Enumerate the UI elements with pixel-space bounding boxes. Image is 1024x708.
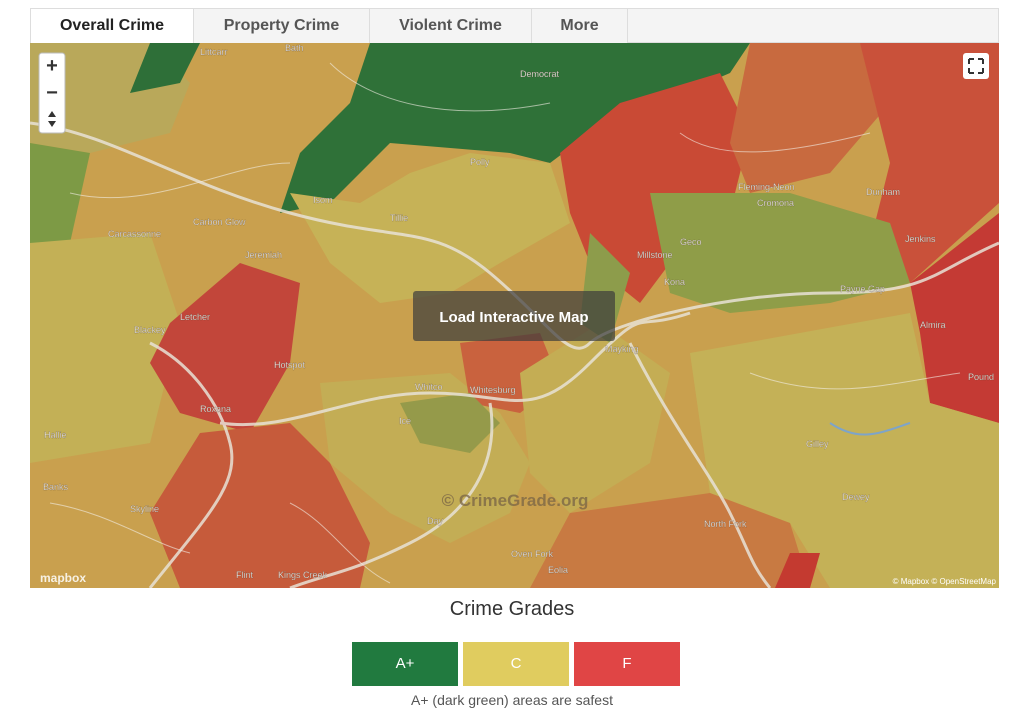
place-label: Jenkins (905, 234, 936, 244)
place-label: Millstone (637, 250, 673, 260)
place-label: Almira (920, 320, 946, 330)
place-label: Eolia (548, 565, 568, 575)
legend-title: Crime Grades (449, 598, 575, 620)
legend-caption: A+ (dark green) areas are safest (411, 692, 613, 708)
tab[interactable]: Property Crime (194, 9, 370, 43)
map-labels: Littcarr Bath Democrat Polly Isom Tillie Carbo… (43, 43, 994, 580)
load-map-label[interactable]: Load Interactive Map (439, 309, 588, 326)
place-label: Kona (664, 277, 685, 287)
fullscreen[interactable] (963, 53, 989, 79)
place-label: Carbon Glow (193, 217, 246, 227)
place-label: Roxana (200, 404, 231, 414)
tab[interactable]: More (532, 9, 628, 43)
zoom-in[interactable]: + (46, 55, 58, 77)
place-label: Polly (470, 157, 490, 167)
place-label: Oven Fork (511, 549, 554, 559)
zoom-control (38, 52, 66, 134)
load-map-button[interactable] (413, 291, 615, 341)
place-label: Fleming-Neon (738, 182, 795, 192)
mapbox-logo: mapbox (40, 571, 86, 585)
place-label: Isom (313, 195, 333, 205)
legend: A+ C F (352, 642, 680, 686)
place-label: Ice (399, 416, 411, 426)
place-label: Mayking (605, 344, 639, 354)
place-label: Pound (968, 372, 994, 382)
place-label: Gilley (806, 439, 829, 449)
place-label: Tillie (390, 213, 408, 223)
place-label: Hotspot (274, 360, 306, 370)
place-label: Littcarr (200, 47, 228, 57)
place-label: Cromona (757, 198, 794, 208)
place-label: Hallie (44, 430, 67, 440)
place-label: Dewey (842, 492, 870, 502)
place-label: Payne Gap (840, 284, 885, 294)
place-label: Jeremiah (245, 250, 282, 260)
place-label: Flint (236, 570, 254, 580)
grade-swatch: F (574, 642, 680, 686)
tab[interactable]: Violent Crime (370, 9, 532, 43)
map-regions (30, 43, 999, 588)
grade-swatch: A+ (352, 642, 458, 686)
place-label: Dunham (866, 187, 900, 197)
zoom-out[interactable]: − (46, 82, 58, 104)
watermark: © CrimeGrade.org (442, 491, 589, 510)
tab[interactable]: Overall Crime (31, 9, 194, 43)
place-label: Whitesburg (470, 385, 516, 395)
grade-swatch: C (463, 642, 569, 686)
place-label: Blackey (134, 325, 166, 335)
place-label: North Fork (704, 519, 747, 529)
attribution: © Mapbox © OpenStreetMap (893, 577, 997, 586)
place-label: Whitco (415, 382, 443, 392)
place-label: Kings Creek (278, 570, 328, 580)
place-label: Day (427, 516, 444, 526)
compass[interactable] (48, 111, 56, 127)
place-label: Bath (285, 43, 304, 53)
place-label: Democrat (520, 69, 560, 79)
place-label: Geco (680, 237, 702, 247)
tab-bar: Overall Crime Property Crime Violent Cri… (30, 8, 999, 43)
map: Littcarr Bath Democrat Polly Isom Tillie Carbo… (30, 43, 999, 588)
place-label: Skyline (130, 504, 159, 514)
place-label: Carcassonne (108, 229, 161, 239)
fullscreen-icon (968, 58, 984, 74)
place-label: Banks (43, 482, 69, 492)
place-label: Letcher (180, 312, 210, 322)
